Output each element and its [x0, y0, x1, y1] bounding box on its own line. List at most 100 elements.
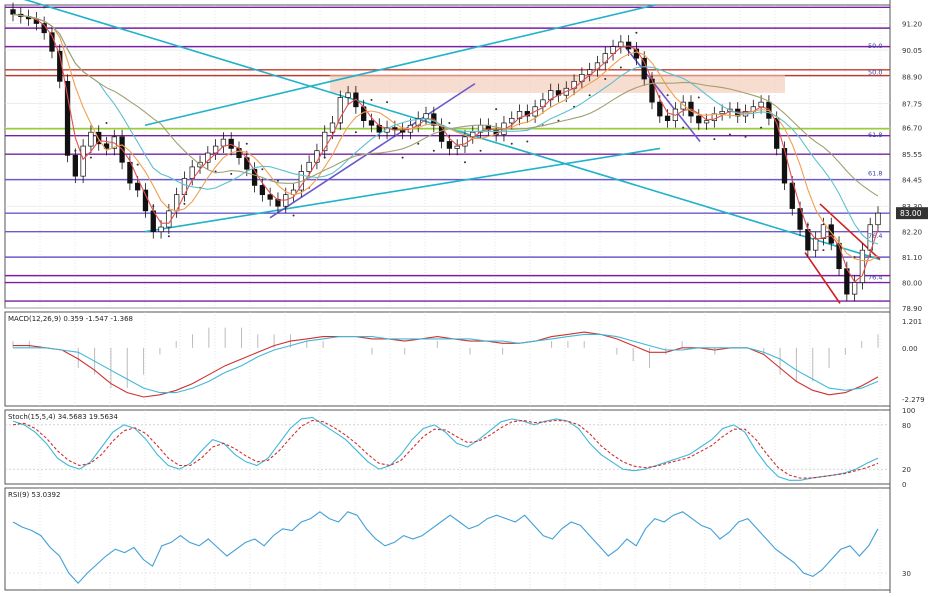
macd-series-line [13, 333, 879, 394]
price-tick-label: 90.05 [902, 47, 922, 55]
candle-body [64, 80, 71, 156]
panel-frame-rsi [4, 487, 891, 591]
fib-level-label: 76.4 [868, 273, 882, 281]
rsi-title: RSI(9) 53.0392 [8, 491, 60, 499]
sar-dot [339, 121, 342, 124]
macd-title: MACD(12,26,9) 0.359 -1.547 -1.368 [8, 315, 133, 323]
trendline [269, 82, 476, 219]
candle-body [774, 117, 780, 149]
candle-body [72, 154, 78, 177]
candle-body [758, 101, 764, 108]
sar-dot [557, 119, 560, 122]
sar-dot [510, 142, 513, 145]
sar-dot [604, 78, 607, 81]
moving-average-line [12, 13, 879, 245]
candle-body [813, 238, 819, 251]
sar-dot [89, 156, 92, 159]
sar-dot [105, 121, 108, 124]
candle-body [80, 145, 86, 177]
candle-body [618, 41, 624, 47]
candle-body [851, 282, 858, 295]
sar-dot [183, 202, 186, 205]
sar-dot [354, 131, 357, 134]
candle-body [875, 212, 881, 226]
sar-dot [448, 121, 451, 124]
price-panel: 91.2090.0588.9087.7586.7085.5584.4583.30… [5, 0, 928, 313]
price-tick-label: 88.90 [902, 74, 922, 82]
candle-body [703, 120, 710, 124]
price-tick-label: 86.70 [902, 125, 922, 133]
sar-dot [853, 256, 856, 259]
candle-body [423, 113, 429, 119]
candle-body [251, 168, 258, 186]
sar-dot [230, 172, 233, 175]
price-tick-label: 82.20 [902, 229, 922, 237]
candle-body [275, 198, 281, 207]
sar-dot [588, 94, 591, 97]
candle-body [859, 249, 866, 283]
sar-dot [370, 98, 373, 101]
price-tick-label: 91.20 [902, 21, 922, 29]
candle-body [306, 161, 312, 172]
fib-level-label: 61.8 [868, 169, 882, 177]
candle-body [142, 189, 149, 212]
candle-body [781, 148, 788, 184]
panel-frame-macd [4, 311, 891, 407]
candle-body [220, 138, 227, 147]
rsi-tick-label: 30 [902, 570, 911, 578]
moving-average-line [12, 13, 879, 262]
sar-dot [728, 133, 731, 136]
sar-dot [386, 101, 389, 104]
stoch-tick-label: 100 [902, 407, 915, 415]
price-tick-label: 78.90 [902, 305, 922, 313]
candle-body [805, 229, 811, 251]
sar-dot [463, 161, 466, 164]
candle-body [820, 224, 827, 239]
current-price-tag [896, 207, 928, 220]
stoch-tick-label: 20 [902, 466, 911, 474]
sar-dot [619, 66, 622, 69]
candle-body [189, 166, 195, 179]
candle-body [135, 182, 141, 191]
sar-dot [74, 149, 77, 152]
sar-dot [261, 168, 264, 171]
sar-dot [432, 149, 435, 152]
candle-body [719, 111, 725, 115]
sar-dot [152, 205, 155, 208]
fib-level-label: 50.0 [868, 69, 882, 77]
candle-body [205, 152, 211, 163]
price-tick-label: 85.55 [902, 151, 922, 159]
moving-average-line [12, 13, 879, 197]
candle-body [657, 101, 663, 117]
sar-dot [495, 108, 498, 111]
macd-tick-label: 0.00 [902, 345, 918, 353]
fib-level-label: 61.8 [868, 131, 882, 139]
macd-tick-label: 1.201 [902, 318, 922, 326]
rsi-line [12, 511, 879, 585]
fib-level-label: 76.4 [868, 232, 882, 240]
candle-body [462, 136, 468, 147]
stoch-tick-label: 0 [902, 481, 906, 489]
candle-body [259, 185, 266, 196]
panel-frame-price [4, 4, 891, 309]
sar-dot [666, 94, 669, 97]
stoch-tick-label: 80 [902, 422, 911, 430]
sar-dot [43, 6, 46, 9]
candle-body [337, 97, 343, 124]
sar-dot [760, 126, 763, 129]
price-tick-label: 84.45 [902, 177, 922, 185]
stoch-title: Stoch(15,5,4) 34.5683 19.5634 [8, 413, 118, 421]
current-price-value: 83.00 [900, 209, 922, 218]
stoch-signal-line [12, 419, 879, 479]
candle-body [127, 161, 133, 184]
sar-dot [479, 149, 482, 152]
candle-body [329, 122, 336, 133]
candle-body [322, 131, 328, 152]
candle-body [454, 145, 460, 149]
candle-body [166, 210, 172, 228]
price-tick-label: 81.10 [902, 254, 922, 262]
candle-body [696, 115, 702, 124]
sar-dot [651, 75, 654, 78]
